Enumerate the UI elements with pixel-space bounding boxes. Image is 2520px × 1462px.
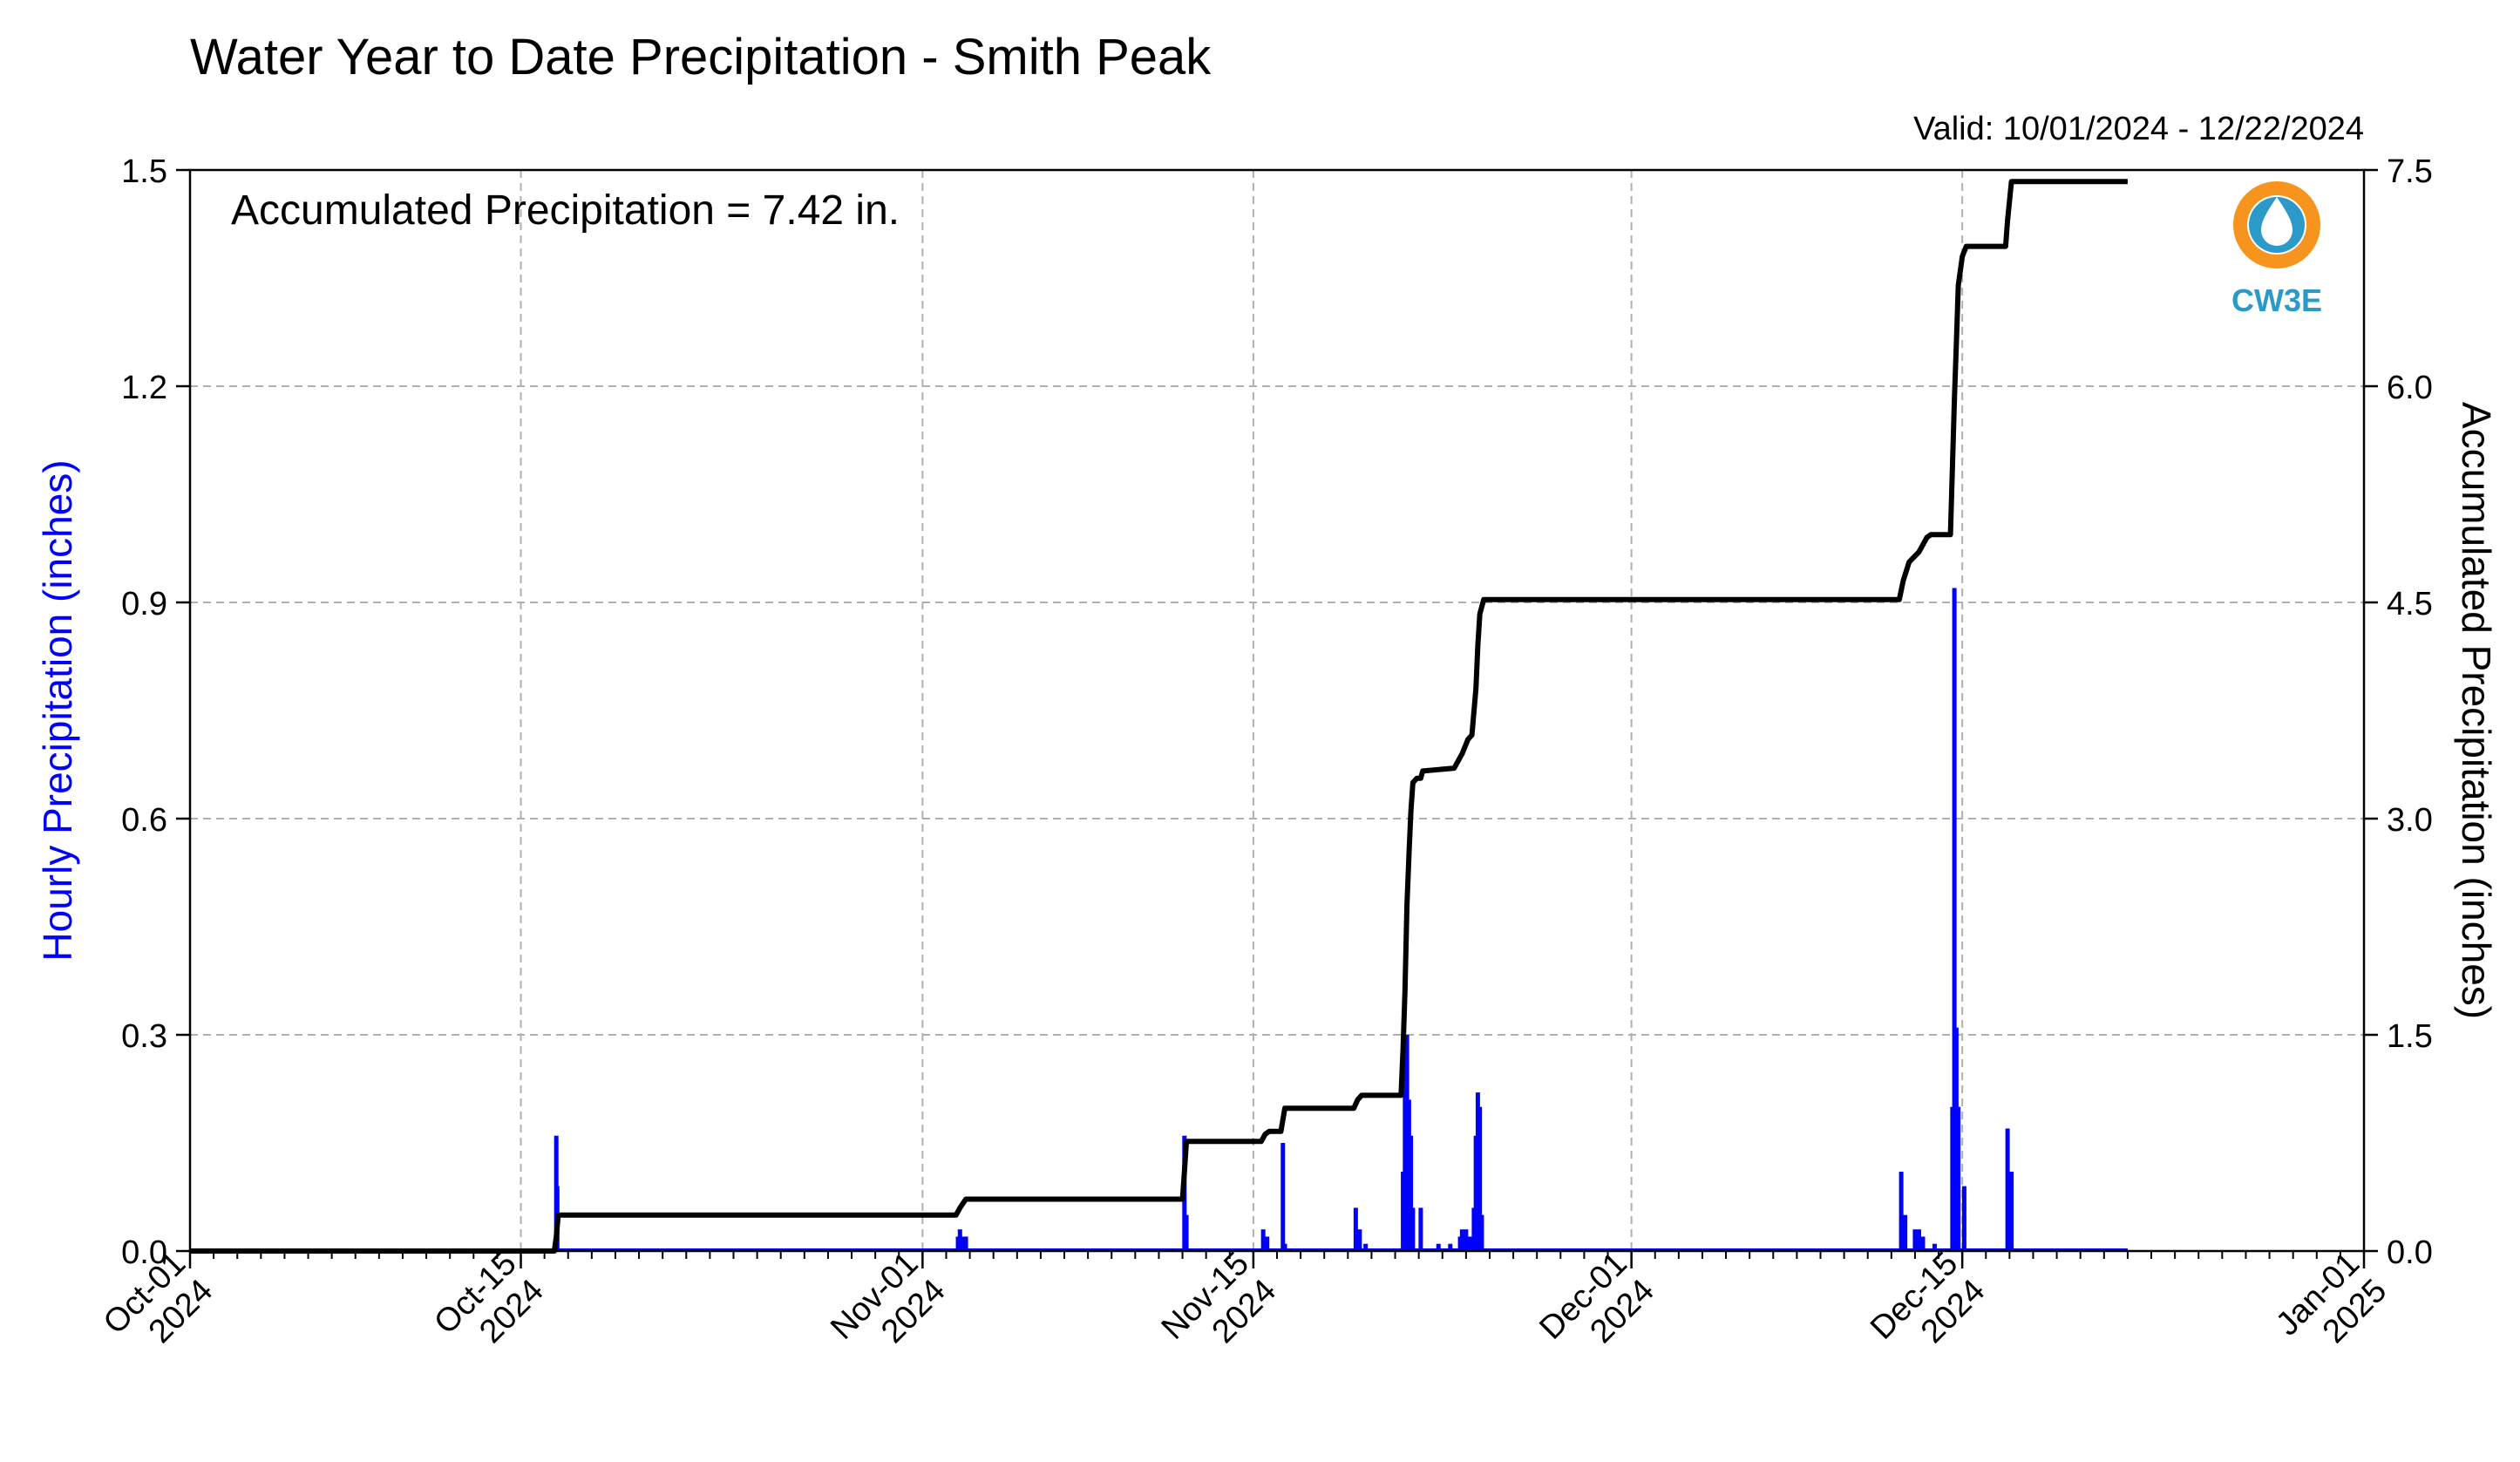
right-axis-label: Accumulated Precipitation (inches) <box>2454 402 2499 1019</box>
hourly-bar <box>1357 1229 1362 1251</box>
left-axis-label: Hourly Precipitation (inches) <box>35 459 80 961</box>
hourly-bar <box>1898 1172 1904 1251</box>
hourly-bar <box>1467 1236 1472 1251</box>
gridlines <box>190 170 2364 1251</box>
hourly-bars <box>190 588 2128 1251</box>
accumulated-line <box>190 179 2128 1254</box>
hourly-bar <box>1184 1214 1189 1251</box>
hourly-bar <box>1479 1214 1484 1251</box>
hourly-bar <box>1363 1243 1369 1251</box>
accumulated-line-layer <box>190 179 2128 1254</box>
hourly-bar <box>1418 1207 1423 1251</box>
hourly-bar <box>1477 1106 1483 1251</box>
hourly-bar <box>1280 1143 1286 1251</box>
axes: 0.0 0.3 0.6 0.9 1.2 1.5 0.0 1.5 3.0 4.5 6.0 7.5 Oct-… <box>97 153 2433 1350</box>
hourly-bar <box>1903 1214 1908 1251</box>
hourly-bar <box>1353 1207 1358 1251</box>
left-tick-label: 0.3 <box>121 1018 167 1055</box>
right-tick-label: 7.5 <box>2387 153 2433 190</box>
accumulated-total-annotation: Accumulated Precipitation = 7.42 in. <box>231 187 900 234</box>
hourly-bar <box>1952 588 1957 1251</box>
left-tick-label: 0.9 <box>121 586 167 622</box>
left-tick-label: 1.2 <box>121 370 167 406</box>
hourly-bar <box>1956 1106 1961 1251</box>
plot-frame <box>188 168 2366 1253</box>
left-tick-label: 0.0 <box>121 1234 167 1271</box>
right-tick-label: 6.0 <box>2387 370 2433 406</box>
hourly-bar <box>1920 1236 1926 1251</box>
hourly-bar <box>1961 1186 1966 1251</box>
left-tick-label: 1.5 <box>121 153 167 190</box>
chart-title: Water Year to Date Precipitation - Smith… <box>190 29 1212 85</box>
hourly-bar <box>1409 1135 1414 1251</box>
logo-drop-icon <box>2261 197 2292 246</box>
hourly-bar <box>1282 1243 1287 1251</box>
hourly-bar <box>1912 1229 1918 1251</box>
right-tick-label: 4.5 <box>2387 586 2433 622</box>
valid-date-range: Valid: 10/01/2024 - 12/22/2024 <box>1913 111 2364 147</box>
hourly-bar <box>1459 1229 1464 1251</box>
right-tick-label: 3.0 <box>2387 802 2433 839</box>
hourly-bar <box>2005 1128 2010 1251</box>
left-tick-label: 0.6 <box>121 802 167 839</box>
hourly-bar <box>1916 1229 1921 1251</box>
hourly-bar <box>1932 1243 1938 1251</box>
hourly-bar <box>2009 1172 2014 1251</box>
right-tick-label: 0.0 <box>2387 1234 2433 1271</box>
hourly-bar <box>1436 1243 1441 1251</box>
hourly-bar <box>1464 1229 1469 1251</box>
cw3e-logo: CW3E <box>2231 181 2322 318</box>
hourly-bar <box>1265 1236 1270 1251</box>
logo-text: CW3E <box>2231 282 2322 318</box>
logo-ring-icon <box>2233 181 2320 269</box>
hourly-bar <box>1410 1207 1416 1251</box>
hourly-bar <box>1448 1243 1453 1251</box>
hourly-bar <box>1260 1229 1266 1251</box>
hourly-bar <box>963 1236 968 1251</box>
right-tick-label: 1.5 <box>2387 1018 2433 1055</box>
